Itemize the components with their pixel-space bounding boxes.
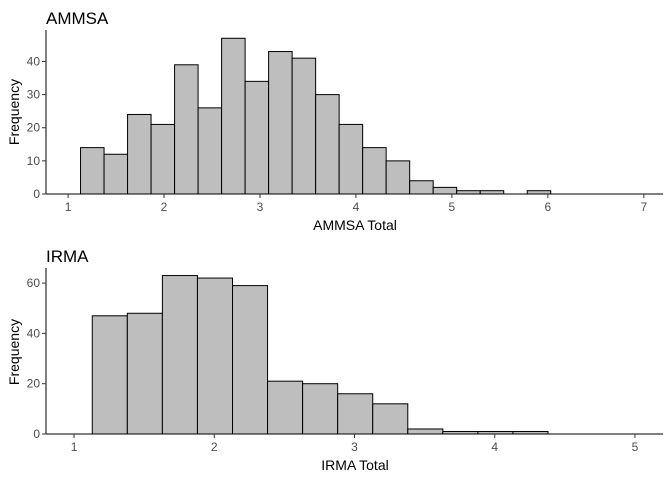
irma-bar	[267, 380, 304, 435]
irma-bars	[91, 275, 549, 435]
ammsa-bar	[362, 147, 387, 195]
irma-bar	[91, 315, 128, 435]
ammsa-y-tick-label: 40	[27, 54, 41, 68]
ammsa-x-tick-label: 4	[353, 200, 360, 214]
irma-x-axis-title: IRMA Total	[321, 457, 388, 473]
ammsa-bar	[409, 180, 434, 195]
irma-chart-title: IRMA	[46, 247, 89, 266]
irma-bar	[372, 403, 409, 435]
irma-bar	[196, 277, 234, 435]
ammsa-bar	[385, 160, 411, 195]
irma-y-tick-label: 40	[27, 326, 41, 340]
ammsa-x-tick-label: 6	[545, 200, 552, 214]
irma-bar	[337, 393, 374, 435]
irma-y-tick-label: 60	[27, 276, 41, 290]
ammsa-bar	[268, 51, 293, 195]
ammsa-bar	[197, 107, 223, 195]
ammsa-bars	[80, 37, 552, 195]
ammsa-x-tick-label: 1	[65, 200, 72, 214]
ammsa-bar	[127, 113, 152, 195]
ammsa-y-tick-label: 20	[27, 121, 41, 135]
ammsa-x-tick-label: 3	[257, 200, 264, 214]
irma-y-axis-title: Frequency	[6, 319, 22, 385]
irma-y-tick-label: 0	[33, 427, 40, 441]
irma-x-tick-label: 5	[632, 440, 639, 454]
ammsa-bar	[150, 123, 176, 195]
ammsa-bar	[174, 64, 199, 195]
ammsa-x-tick-label: 5	[449, 200, 456, 214]
irma-x-tick-label: 4	[491, 440, 498, 454]
irma-bar	[232, 285, 269, 435]
ammsa-y-tick-label: 0	[33, 187, 40, 201]
ammsa-bar	[315, 94, 340, 195]
irma-bar	[302, 383, 339, 435]
ammsa-panel: AMMSA AMMSA Total Frequency 1 2 3 4 5 6 7 0 10 20…	[6, 9, 663, 233]
irma-bar	[407, 428, 444, 435]
irma-panel: IRMA IRMA Total Frequency 1 2 3 4 5 0 20 40 60	[6, 247, 663, 473]
ammsa-bar	[221, 37, 246, 195]
ammsa-chart-title: AMMSA	[46, 9, 109, 28]
irma-bar	[126, 312, 163, 435]
ammsa-bar	[80, 147, 105, 195]
ammsa-y-tick-label: 10	[27, 154, 41, 168]
ammsa-y-tick-label: 30	[27, 88, 41, 102]
ammsa-x-tick-label: 2	[161, 200, 168, 214]
irma-y-tick-label: 20	[27, 377, 41, 391]
irma-bar	[161, 275, 198, 435]
ammsa-bar	[338, 123, 364, 195]
irma-x-tick-label: 3	[351, 440, 358, 454]
ammsa-bar	[103, 153, 129, 195]
irma-x-tick-label: 2	[211, 440, 218, 454]
irma-x-tick-label: 1	[71, 440, 78, 454]
ammsa-bar	[432, 186, 458, 195]
ammsa-x-axis-title: AMMSA Total	[313, 217, 397, 233]
ammsa-y-axis-title: Frequency	[6, 79, 22, 145]
ammsa-bar	[244, 80, 270, 195]
ammsa-bar	[291, 57, 317, 195]
ammsa-x-tick-label: 7	[640, 200, 647, 214]
